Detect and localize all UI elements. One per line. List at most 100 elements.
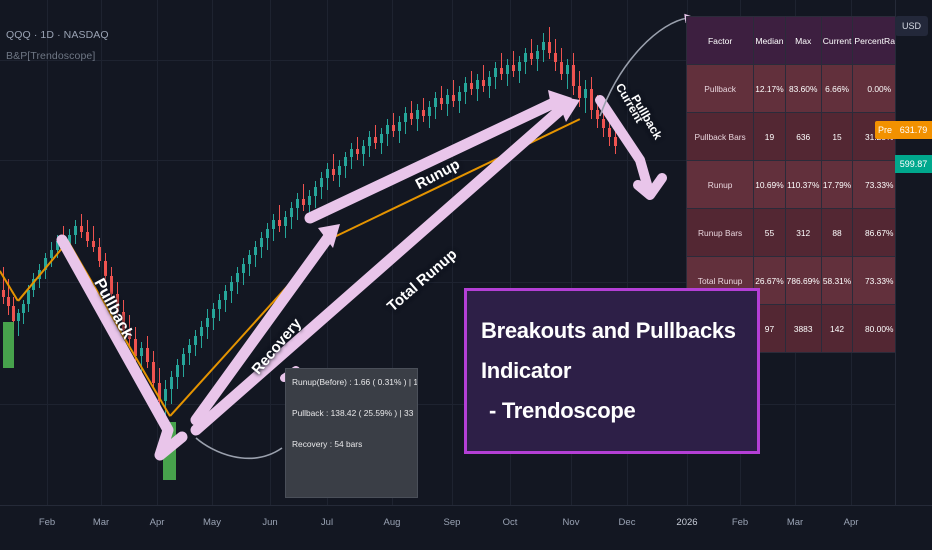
candle-body [584, 89, 587, 99]
candle-body [266, 228, 269, 238]
candle-wick [501, 53, 502, 81]
candle-body [194, 335, 197, 345]
candle-wick [513, 50, 514, 78]
currency-badge[interactable]: USD [894, 16, 928, 36]
candle-body [170, 377, 173, 390]
table-row: Runup 10.69% 110.37% 17.79% 73.33% [685, 160, 907, 209]
candle-body [518, 62, 521, 72]
max-cell: 3883 [784, 304, 822, 353]
candle-body [434, 98, 437, 107]
candle-body [470, 83, 473, 90]
max-cell: 312 [784, 208, 822, 257]
candle-body [548, 41, 551, 54]
current-price-label[interactable]: 599.87 [895, 155, 932, 173]
candle-body [278, 219, 281, 226]
candle-body [566, 65, 569, 75]
time-tick-label: Apr [149, 517, 165, 528]
candle-body [212, 308, 215, 318]
candle-body [338, 166, 341, 176]
candle-body [482, 80, 485, 87]
time-tick-label: Feb [38, 517, 56, 528]
candle-body [56, 240, 59, 250]
current-cell: 142 [820, 304, 854, 353]
factor-cell: Runup [685, 160, 755, 209]
candle-body [542, 41, 545, 51]
candle-body [608, 127, 611, 137]
candle-body [512, 65, 515, 72]
candle-body [410, 112, 413, 119]
candle-body [428, 106, 431, 116]
candle-body [596, 109, 599, 119]
time-tick-label: Sep [443, 517, 461, 528]
candle-body [230, 282, 233, 292]
candle-body [284, 216, 287, 226]
candle-wick [483, 65, 484, 93]
candle-body [50, 249, 53, 259]
table-row: Runup Bars 55 312 88 86.67% [685, 208, 907, 257]
time-tick-label: Jul [320, 517, 334, 528]
candle-body [2, 289, 5, 298]
candle-body [494, 68, 497, 78]
candle-body [590, 89, 593, 110]
pre-market-tag: Pre [874, 121, 895, 139]
candle-body [602, 118, 605, 128]
candle-body [260, 237, 263, 247]
time-tick-label: Jun [262, 517, 278, 528]
candle-body [86, 231, 89, 241]
current-cell: 17.79% [820, 160, 854, 209]
candle-wick [303, 184, 304, 211]
indicator-label[interactable]: B&P[Trendoscope] [6, 50, 96, 62]
tooltip-line: Runup(Before) : 1.66 ( 0.31% ) | 1 [292, 377, 418, 387]
candle-body [326, 169, 329, 179]
candle-body [314, 187, 317, 197]
candle-body [332, 169, 335, 176]
current-cell: 58.31% [820, 256, 854, 305]
candle-body [17, 313, 20, 321]
column-header-max: Max [784, 16, 822, 65]
candle-wick [18, 308, 19, 336]
max-cell: 786.69% [784, 256, 822, 305]
candle-body [560, 62, 563, 75]
candle-body [12, 305, 15, 321]
candle-body [74, 225, 77, 235]
time-tick-label: Aug [383, 517, 401, 528]
candle-body [356, 148, 359, 155]
grid-line-horizontal [0, 60, 895, 61]
table-row: Pullback Bars196361531.25% [685, 112, 907, 161]
factor-cell: Runup Bars [685, 208, 755, 257]
tooltip-line: Pullback : 138.42 ( 25.59% ) | 33 [292, 408, 414, 418]
candle-body [404, 112, 407, 122]
column-header-median: Median [753, 16, 786, 65]
time-tick-label: Apr [843, 517, 859, 528]
symbol-label[interactable]: QQQ · 1D · NASDAQ [6, 29, 109, 41]
candle-body [386, 124, 389, 134]
last-price-label[interactable]: 631.79 [895, 121, 932, 139]
candle-body [416, 109, 419, 119]
time-tick-label: May [203, 517, 221, 528]
candle-body [182, 353, 185, 366]
candle-body [254, 246, 257, 256]
column-header-factor: Factor [685, 16, 755, 65]
candle-body [530, 53, 533, 60]
candle-body [176, 365, 179, 378]
candle-body [7, 297, 10, 306]
table-row: Pullback 12.17% 83.60% 6.66% 0.00% [685, 64, 907, 113]
candle-body [152, 362, 155, 384]
highlight-zone [3, 322, 14, 368]
candle-body [500, 68, 503, 75]
candle-body [296, 199, 299, 208]
tooltip-line: Recovery : 54 bars [292, 439, 363, 449]
candle-body [554, 53, 557, 63]
candle-wick [471, 71, 472, 96]
candle-body [350, 148, 353, 158]
time-scale[interactable] [0, 505, 932, 550]
price-scale[interactable] [895, 0, 932, 505]
table-header-row: Factor Median Max Current PercentRank [685, 16, 907, 65]
candle-wick [453, 80, 454, 107]
median-cell: 12.17% [753, 64, 786, 113]
column-header-current: Current [820, 16, 854, 65]
candle-body [272, 219, 275, 229]
candle-body [488, 77, 491, 87]
candle-wick [3, 267, 4, 305]
banner-line-1: Breakouts and Pullbacks Indicator [481, 318, 736, 383]
